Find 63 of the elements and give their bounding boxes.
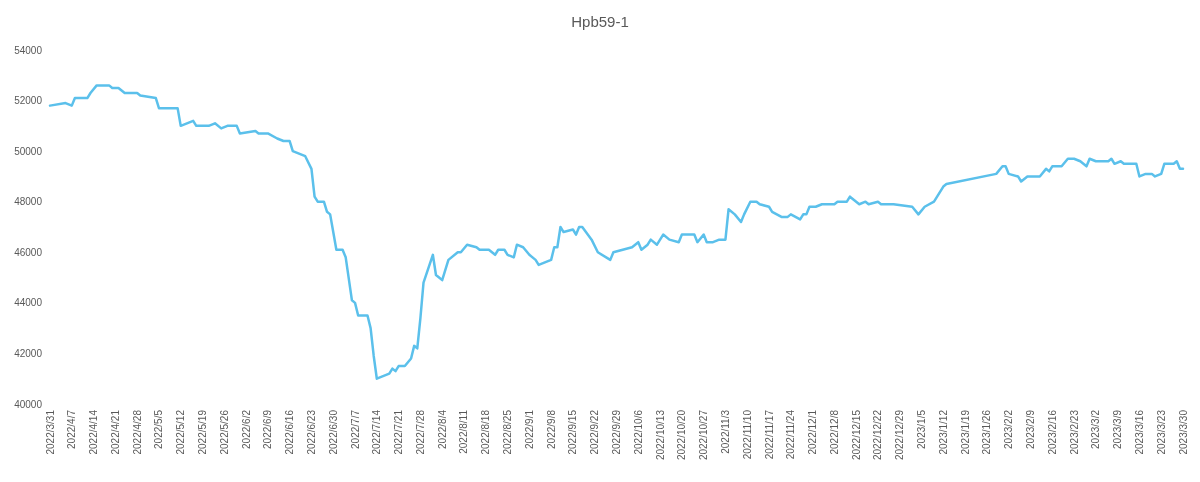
x-tick-label: 2023/1/5 (916, 409, 928, 449)
x-tick-label: 2022/6/16 (284, 409, 296, 455)
x-tick-label: 2022/11/10 (741, 409, 753, 460)
x-tick-label: 2022/12/15 (850, 409, 862, 461)
x-tick-label: 2022/9/15 (567, 409, 579, 455)
x-tick-label: 2022/7/14 (371, 409, 383, 455)
x-tick-label: 2022/6/30 (327, 409, 339, 455)
x-tick-label: 2022/12/1 (807, 409, 819, 455)
x-tick-label: 2022/8/25 (502, 409, 514, 455)
x-tick-label: 2022/8/18 (480, 409, 492, 455)
chart-title: Hpb59-1 (571, 13, 629, 30)
x-tick-label: 2022/10/27 (698, 409, 710, 461)
x-tick-label: 2022/3/31 (44, 409, 56, 455)
x-tick-label: 2022/4/7 (66, 409, 78, 449)
x-tick-label: 2022/12/22 (872, 409, 884, 461)
x-tick-label: 2022/5/19 (197, 409, 209, 455)
x-tick-label: 2023/1/12 (937, 409, 949, 455)
x-tick-label: 2022/7/28 (414, 409, 426, 455)
y-tick-label: 52000 (14, 95, 43, 107)
y-tick-label: 54000 (14, 44, 43, 56)
x-tick-label: 2022/9/29 (611, 409, 622, 455)
x-tick-label: 2023/3/30 (1177, 409, 1189, 455)
y-tick-label: 46000 (14, 246, 43, 258)
x-tick-label: 2022/10/20 (676, 409, 688, 461)
y-tick-label: 44000 (14, 297, 43, 309)
x-tick-label: 2022/11/24 (785, 409, 797, 460)
x-tick-label: 2022/4/28 (131, 409, 143, 455)
x-tick-label: 2022/5/12 (175, 409, 187, 455)
x-tick-label: 2022/9/1 (523, 409, 535, 449)
x-tick-label: 2022/12/8 (828, 409, 840, 455)
x-tick-label: 2022/4/21 (109, 409, 121, 455)
x-tick-label: 2023/3/9 (1112, 409, 1124, 449)
x-tick-label: 2022/10/13 (654, 409, 666, 461)
x-tick-label: 2022/7/21 (393, 409, 405, 455)
x-tick-label: 2023/2/23 (1068, 409, 1080, 455)
x-tick-label: 2022/8/11 (458, 409, 470, 454)
x-tick-label: 2023/1/19 (959, 409, 971, 455)
x-tick-label: 2022/11/17 (763, 409, 775, 460)
x-tick-label: 2022/6/23 (305, 409, 317, 455)
x-tick-label: 2023/2/2 (1003, 409, 1015, 449)
x-tick-label: 2023/3/2 (1090, 409, 1102, 449)
x-tick-label: 2022/6/9 (262, 409, 274, 449)
x-tick-label: 2023/3/23 (1155, 409, 1167, 455)
x-tick-label: 2022/5/26 (218, 409, 230, 455)
line-series (48, 84, 1185, 380)
x-tick-label: 2022/8/4 (436, 409, 448, 449)
y-tick-label: 48000 (14, 196, 43, 208)
y-tick-label: 42000 (14, 347, 43, 359)
x-tick-label: 2023/2/16 (1046, 409, 1058, 455)
x-tick-label: 2023/2/9 (1024, 409, 1036, 449)
x-tick-label: 2022/7/7 (349, 409, 361, 449)
x-tick-label: 2022/12/29 (894, 409, 906, 461)
x-tick-label: 2023/1/26 (981, 409, 993, 455)
x-tick-label: 2022/4/14 (88, 409, 100, 455)
x-tick-label: 2022/5/5 (153, 409, 165, 449)
y-tick-label: 40000 (14, 398, 43, 410)
y-tick-label: 50000 (14, 145, 43, 157)
x-tick-label: 2022/6/2 (240, 409, 252, 449)
x-tick-label: 2022/11/3 (719, 409, 731, 454)
x-tick-label: 2022/9/22 (589, 409, 601, 455)
x-tick-label: 2022/9/8 (545, 409, 557, 449)
x-tick-label: 2022/10/6 (632, 409, 644, 455)
x-tick-label: 2023/3/16 (1133, 409, 1145, 455)
